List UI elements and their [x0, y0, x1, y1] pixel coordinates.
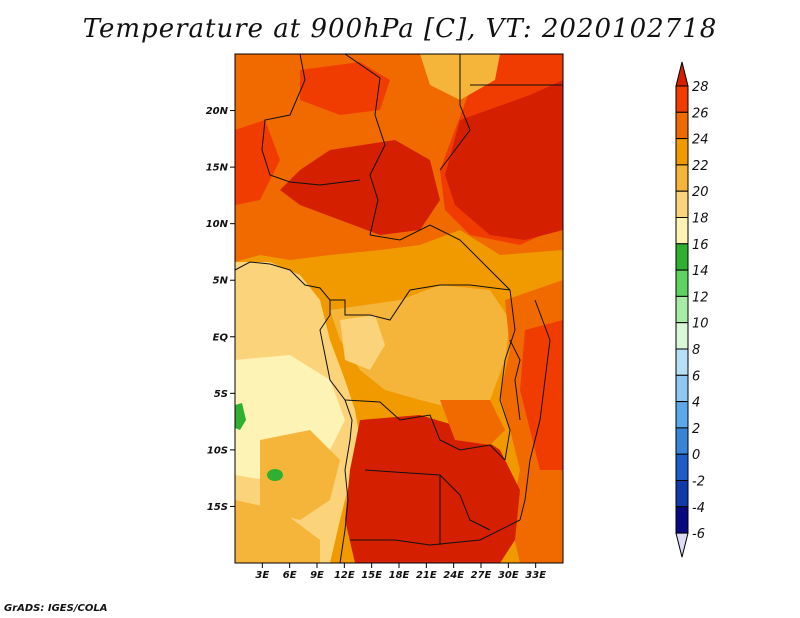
field-region-eastafrica-26 — [520, 320, 563, 470]
field-spot-14-a — [235, 403, 246, 430]
border-zambia-south — [364, 469, 491, 531]
field-region-sudan-28 — [445, 80, 563, 240]
lat-tick-label: EQ — [213, 332, 229, 343]
colorbar-bottom-arrow — [675, 532, 689, 558]
chart-title: Temperature at 900hPa [C], VT: 202010271… — [82, 14, 718, 44]
border-angola-drc — [344, 399, 506, 461]
colorbar-label: 4 — [692, 396, 700, 411]
border-chad-sudan — [439, 54, 471, 171]
lat-tick-label: 10S — [207, 445, 228, 456]
field-region-southwest-20 — [235, 500, 320, 563]
border-congo-north — [330, 284, 511, 321]
border-drc-east — [499, 289, 516, 461]
colorbar-label: -2 — [692, 475, 705, 490]
colorbar-swatch — [675, 190, 689, 218]
longitude-axis: 3E 6E 9E 12E 15E 18E 21E 24E 27E 30E 33E — [255, 563, 546, 581]
lat-tick-label: 5S — [214, 389, 228, 400]
lon-tick-label: 21E — [416, 570, 437, 581]
colorbar-swatch — [675, 322, 689, 350]
lon-tick-label: 15E — [361, 570, 382, 581]
lat-tick-label: 15S — [207, 502, 228, 513]
colorbar-label: 18 — [692, 212, 709, 227]
colorbar-label: -4 — [692, 501, 705, 516]
colorbar-label: 6 — [692, 369, 700, 384]
border-niger-mali — [261, 54, 361, 186]
lon-tick-label: 33E — [525, 570, 546, 581]
latitude-axis: 20N 15N 10N 5N EQ 5S 10S 15S — [206, 106, 235, 513]
colorbar-swatch — [675, 85, 689, 113]
lon-tick-label: 30E — [498, 570, 519, 581]
lat-tick-label: 15N — [206, 163, 229, 174]
colorbar-label: 20 — [692, 185, 709, 200]
lat-tick-label: 20N — [206, 106, 229, 117]
field-spot-14-b — [267, 469, 283, 481]
colorbar-label: 0 — [692, 448, 700, 463]
temperature-field — [235, 54, 563, 563]
lat-tick-label: 5N — [213, 276, 229, 287]
field-region-katanga-24 — [440, 400, 505, 445]
colorbar-swatch — [675, 217, 689, 245]
colorbar-swatch — [675, 243, 689, 271]
colorbar-swatch — [675, 348, 689, 376]
field-region-west-26 — [235, 120, 280, 205]
field-region-niger-26 — [300, 62, 390, 115]
lat-tick-label: 10N — [206, 219, 229, 230]
field-region-south-28 — [345, 415, 520, 563]
colorbar-swatch — [675, 295, 689, 324]
lon-tick-label: 9E — [310, 570, 324, 581]
colorbar-label: 26 — [692, 106, 709, 121]
field-region-gabon-18 — [340, 315, 385, 370]
colorbar-label: 16 — [692, 238, 709, 253]
lon-tick-label: 6E — [283, 570, 297, 581]
colorbar-swatch — [675, 453, 689, 482]
colorbar-label: 14 — [692, 264, 709, 279]
lon-tick-label: 27E — [471, 570, 492, 581]
colorbar-swatch — [675, 374, 689, 403]
colorbar-swatch — [675, 401, 689, 429]
lon-tick-label: 12E — [334, 570, 355, 581]
border-east-coast-lakes — [519, 299, 551, 521]
colorbar-swatch — [675, 111, 689, 140]
colorbar-swatch — [675, 138, 689, 166]
colorbar-swatch — [675, 427, 689, 455]
colorbar-swatch — [675, 164, 689, 192]
lon-tick-label: 18E — [389, 570, 410, 581]
coastline-west — [235, 261, 353, 563]
colorbar-label: 24 — [692, 133, 709, 148]
field-region-atlantic-20 — [260, 430, 340, 520]
colorbar-label: -6 — [692, 527, 705, 542]
credit-label: GrADS: IGES/COLA — [4, 603, 108, 614]
border-niger-chad — [344, 54, 386, 236]
lon-tick-label: 24E — [443, 570, 464, 581]
colorbar-swatch — [675, 480, 689, 508]
border-car-north — [369, 224, 511, 291]
colorbar-label: 10 — [692, 317, 709, 332]
colorbar-label: 28 — [692, 80, 709, 95]
colorbar-label: 22 — [692, 159, 709, 174]
colorbar-label: 8 — [692, 343, 700, 358]
field-region-chad-28 — [280, 140, 440, 235]
border-namibia — [350, 519, 521, 546]
lake-tanganyika — [509, 339, 521, 421]
colorbar-swatch — [675, 506, 689, 534]
colorbar-label: 2 — [692, 422, 700, 437]
colorbar-top-arrow — [675, 61, 689, 87]
colorbar-swatch — [675, 269, 689, 297]
colorbar-label: 12 — [692, 290, 709, 305]
boundaries — [235, 54, 563, 563]
lon-tick-label: 3E — [255, 570, 269, 581]
